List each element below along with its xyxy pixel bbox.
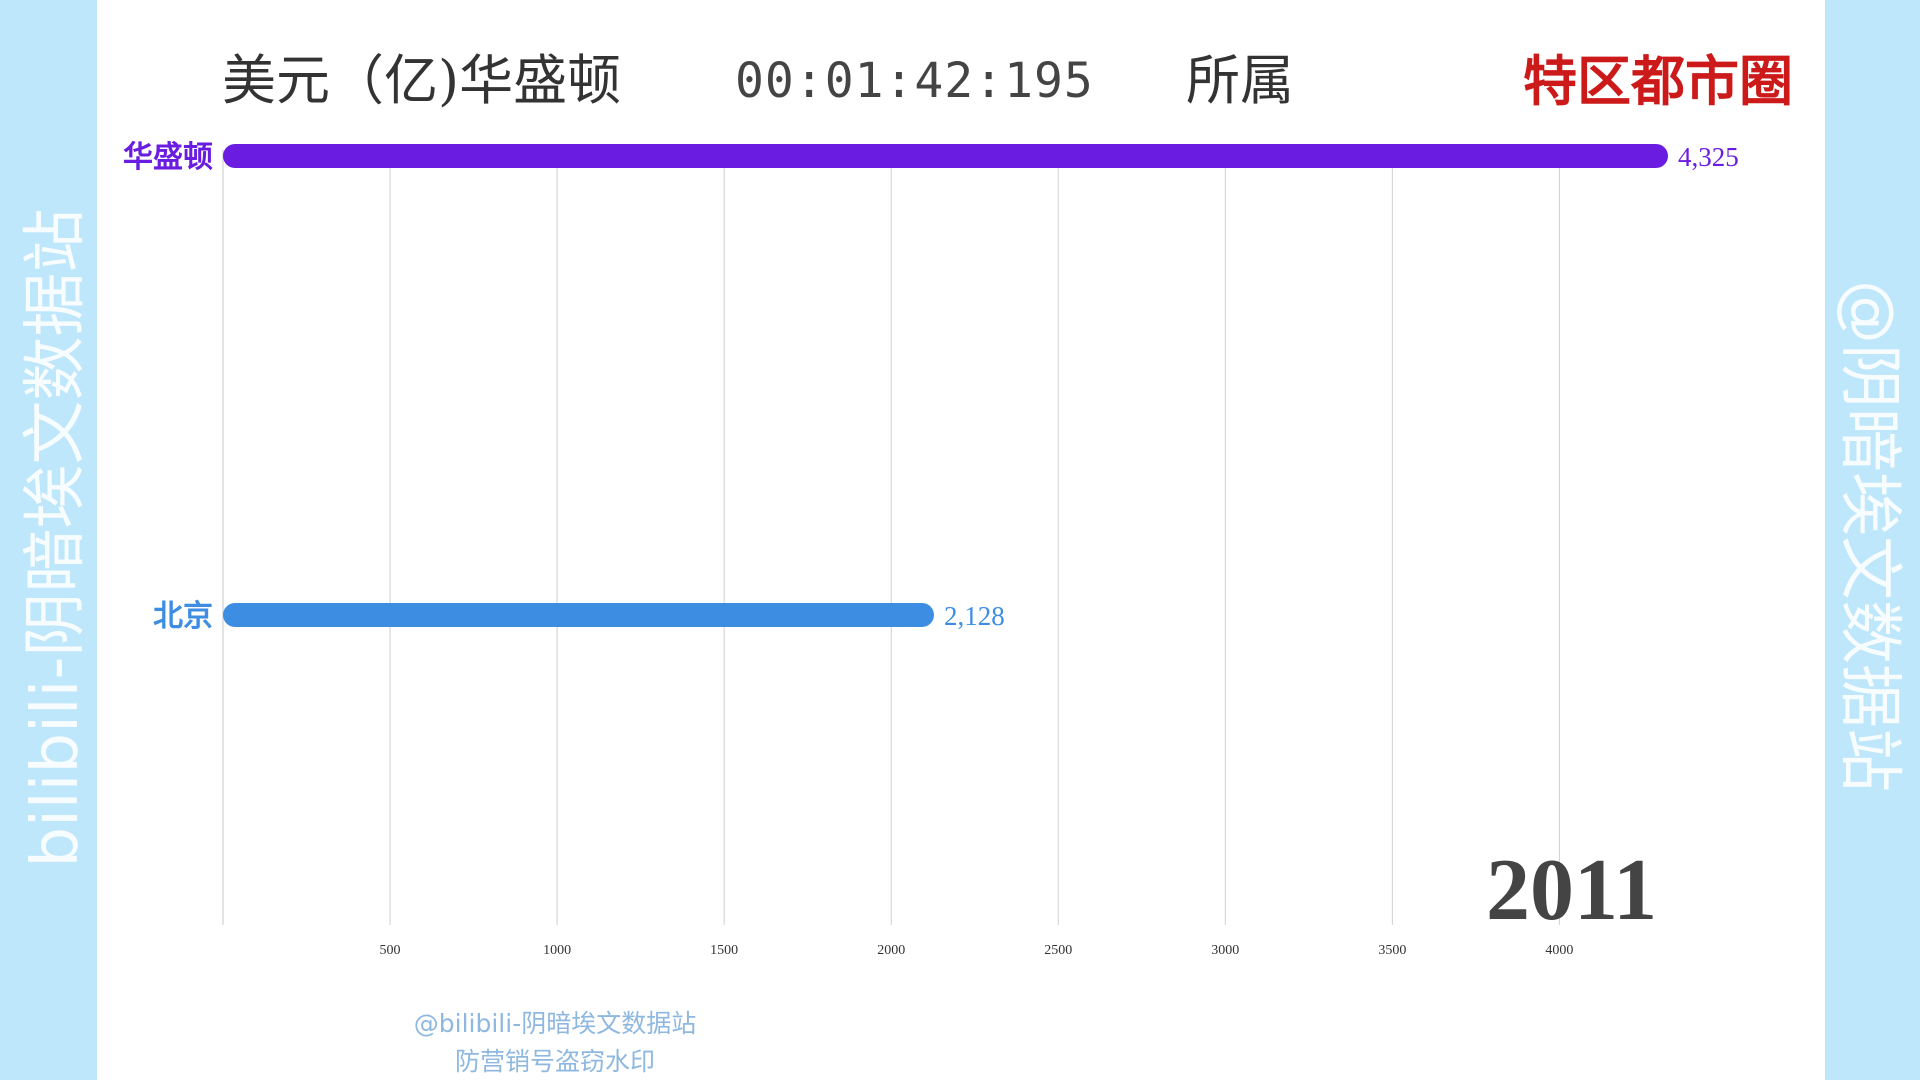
x-tick-label: 2000 bbox=[877, 943, 905, 958]
left-watermark-band: bilibili-阴暗埃文数据站 bbox=[0, 0, 97, 1080]
belong-label: 所属 bbox=[1186, 49, 1294, 112]
x-tick-label: 1500 bbox=[710, 943, 738, 958]
year-label: 2011 bbox=[1486, 842, 1658, 939]
x-tick-label: 500 bbox=[380, 943, 401, 958]
category-label: 华盛顿 bbox=[123, 140, 213, 175]
x-tick-label: 3000 bbox=[1211, 943, 1239, 958]
timer-readout: 00:01:42:195 bbox=[735, 53, 1094, 109]
x-tick-label: 1000 bbox=[543, 943, 571, 958]
category-label: 北京 bbox=[153, 599, 213, 634]
bottom-watermark: @bilibili-阴暗埃文数据站 防营销号盗窃水印 bbox=[380, 1005, 730, 1081]
x-tick-label: 2500 bbox=[1044, 943, 1072, 958]
x-tick-label: 3500 bbox=[1378, 943, 1406, 958]
bottom-watermark-line2: 防营销号盗窃水印 bbox=[454, 1047, 655, 1076]
bar bbox=[223, 603, 934, 627]
region-label: 特区都市圈 bbox=[1523, 49, 1793, 113]
value-label: 2,128 bbox=[944, 601, 1005, 631]
bottom-watermark-line1: @bilibili-阴暗埃文数据站 bbox=[413, 1009, 697, 1038]
unit-label: 美元（亿)华盛顿 bbox=[222, 49, 622, 112]
value-label: 4,325 bbox=[1678, 142, 1739, 172]
bar bbox=[223, 144, 1668, 168]
x-tick-label: 4000 bbox=[1545, 943, 1573, 958]
right-watermark-band: @阴暗埃文数据站 bbox=[1825, 0, 1920, 1080]
